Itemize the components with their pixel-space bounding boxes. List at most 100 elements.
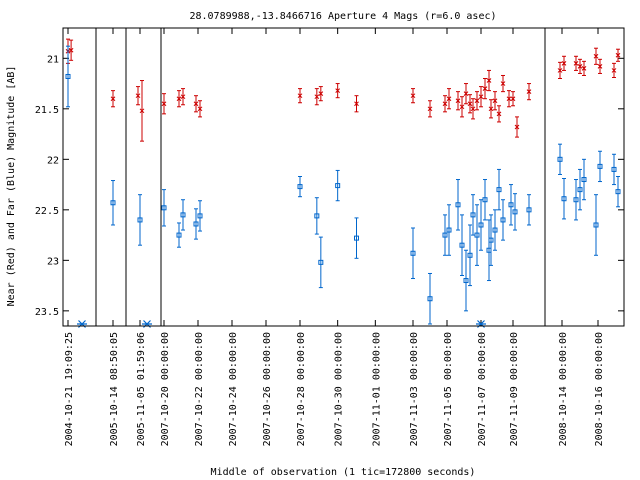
square-marker (137, 217, 143, 223)
square-marker (427, 296, 433, 302)
x-marker (463, 91, 469, 97)
x-tick-label: 2007-11-03 00:00:00 (409, 332, 420, 446)
data-point (68, 39, 74, 61)
data-point (510, 91, 516, 107)
square-marker (161, 205, 167, 211)
square-marker (314, 213, 320, 219)
y-tick-label: 22 (47, 155, 59, 166)
square-marker (467, 252, 473, 258)
square-marker (470, 212, 476, 218)
x-marker (492, 98, 498, 104)
y-tick-label: 21.5 (35, 105, 59, 116)
x-marker (110, 96, 116, 102)
data-point (410, 88, 416, 104)
data-point (110, 90, 116, 108)
square-marker (577, 187, 583, 193)
x-marker (180, 94, 186, 100)
x-tick-label: 2007-11-07 00:00:00 (477, 332, 488, 446)
x-marker (314, 94, 320, 100)
x-marker (573, 61, 579, 66)
data-point (474, 91, 480, 111)
x-marker (470, 106, 476, 112)
y-tick-label: 21 (47, 54, 59, 65)
data-point (526, 83, 532, 101)
data-point (611, 62, 617, 78)
square-marker (463, 278, 469, 284)
data-point (492, 209, 498, 251)
square-marker (197, 213, 203, 219)
data-point (557, 61, 563, 80)
data-point (139, 80, 145, 142)
data-point (474, 204, 480, 266)
data-point (193, 95, 199, 113)
square-marker (335, 183, 341, 189)
square-marker (193, 221, 199, 227)
square-marker (593, 222, 599, 228)
square-marker (474, 232, 480, 238)
square-marker (482, 197, 488, 203)
x-marker (593, 53, 599, 59)
data-point (500, 74, 506, 93)
data-point (427, 272, 433, 325)
x-marker (193, 101, 199, 107)
y-tick-label: 22.5 (35, 206, 59, 217)
data-point (496, 168, 502, 211)
y-tick-label: 23.5 (35, 307, 59, 318)
x-marker (474, 98, 480, 104)
data-point (354, 217, 359, 259)
data-point (561, 178, 567, 220)
data-point (459, 96, 465, 118)
x-tick-label: 2007-10-28 00:00:00 (296, 332, 307, 446)
x-tick-label: 2008-10-14 00:00:00 (558, 332, 569, 446)
x-marker (557, 68, 563, 73)
data-point (478, 199, 484, 251)
x-tick-label: 2007-10-30 00:00:00 (334, 332, 345, 446)
x-marker (68, 47, 74, 53)
x-tick-label: 2007-11-05 00:00:00 (443, 332, 454, 446)
data-point (410, 227, 416, 280)
data-point (597, 58, 603, 74)
x-marker (354, 101, 359, 107)
data-point (486, 69, 492, 92)
data-point (161, 93, 167, 115)
square-marker (459, 242, 465, 248)
x-marker (442, 101, 448, 107)
x-marker (446, 96, 452, 102)
data-point (446, 88, 452, 110)
x-axis-label: Middle of observation (1 tic=172800 seco… (211, 467, 476, 478)
x-marker (459, 104, 465, 110)
data-point (615, 175, 621, 208)
x-marker (318, 91, 324, 97)
data-point (314, 197, 320, 235)
data-point (615, 48, 621, 62)
square-marker (455, 202, 461, 208)
x-tick-label: 2007-11-09 00:00:00 (509, 332, 520, 446)
series-near-red (65, 38, 621, 142)
square-marker (581, 177, 587, 183)
x-marker (486, 78, 492, 83)
data-point (597, 150, 603, 183)
x-marker (135, 93, 141, 99)
data-point (593, 47, 599, 65)
x-marker (161, 101, 167, 107)
square-marker (492, 227, 498, 233)
segment-breaks (95, 28, 546, 326)
data-point (482, 78, 488, 100)
square-marker (561, 196, 567, 202)
data-point (176, 222, 182, 248)
x-marker (510, 96, 516, 102)
data-point (482, 179, 488, 221)
data-point (506, 90, 512, 108)
square-marker (446, 227, 452, 233)
square-marker (526, 207, 532, 213)
series-far-blue (65, 45, 621, 325)
square-marker (65, 73, 71, 79)
x-marker (577, 64, 583, 69)
y-axis-ticks: 21 21.5 22 22.5 23 23.5 (35, 54, 624, 318)
data-point (577, 58, 583, 74)
data-point (65, 45, 71, 108)
data-point (492, 91, 498, 111)
data-point (427, 100, 433, 118)
data-point (581, 60, 587, 76)
